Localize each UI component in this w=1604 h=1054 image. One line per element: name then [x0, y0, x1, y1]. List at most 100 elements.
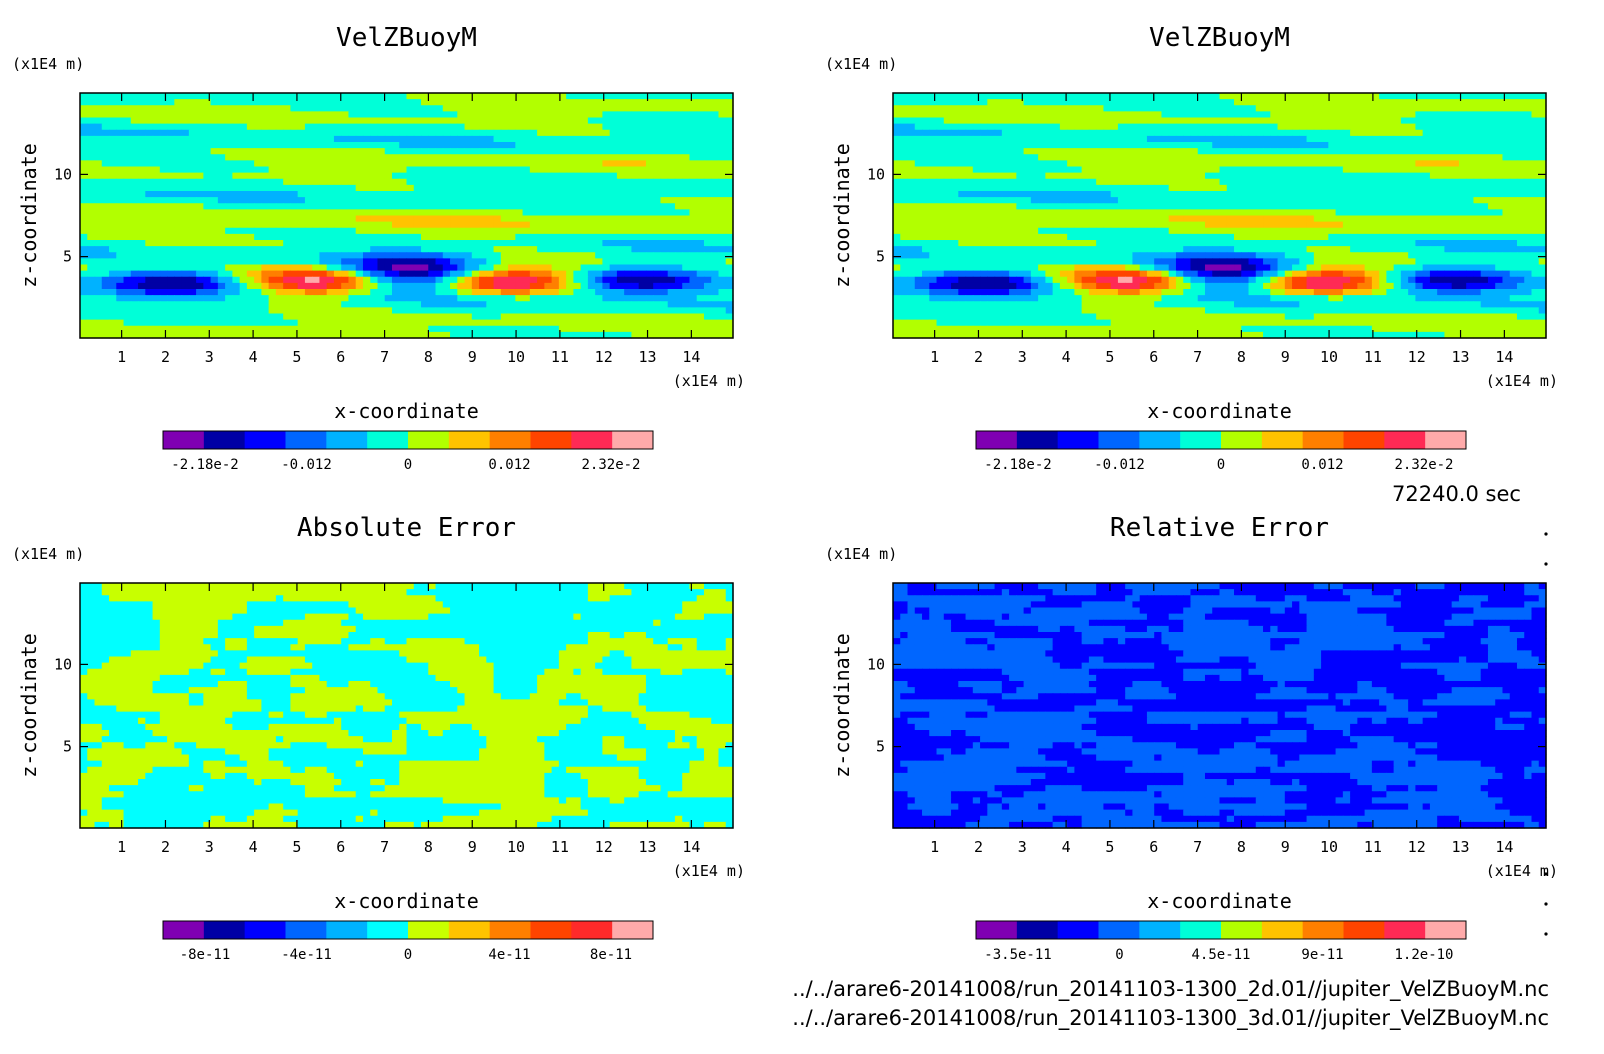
- heatmap-cell: [703, 117, 712, 125]
- heatmap-cell: [1016, 148, 1025, 155]
- heatmap-cell: [1466, 129, 1475, 137]
- heatmap-cell: [225, 184, 233, 192]
- heatmap-cell: [711, 123, 720, 131]
- heatmap-cell: [435, 276, 444, 284]
- heatmap-cell: [1292, 129, 1300, 137]
- heatmap-cell: [1074, 123, 1083, 131]
- heatmap-cell: [1408, 129, 1416, 137]
- heatmap-cell: [624, 105, 633, 112]
- heatmap-cell: [1110, 129, 1119, 137]
- heatmap-cell: [275, 172, 284, 180]
- heatmap-cell: [1263, 123, 1271, 131]
- heatmap-cell: [1335, 123, 1344, 131]
- heatmap-cell: [123, 319, 132, 327]
- heatmap-cell: [304, 233, 313, 241]
- heatmap-cell: [290, 166, 299, 174]
- heatmap-cell: [130, 117, 139, 125]
- heatmap-cell: [406, 227, 415, 235]
- heatmap-cell: [138, 258, 146, 266]
- heatmap-cell: [965, 178, 974, 186]
- heatmap-cell: [1088, 111, 1097, 119]
- heatmap-cell: [384, 129, 393, 137]
- heatmap-cell: [595, 264, 603, 272]
- heatmap-cell: [87, 209, 96, 217]
- heatmap-cell: [421, 313, 429, 321]
- heatmap-cell: [486, 111, 495, 119]
- heatmap-cell: [435, 289, 444, 296]
- heatmap-cell: [703, 172, 712, 180]
- heatmap-cell: [667, 227, 676, 235]
- heatmap-cell: [196, 166, 204, 174]
- heatmap-cell: [399, 203, 408, 210]
- heatmap-cell: [101, 172, 110, 180]
- heatmap-cell: [130, 111, 139, 119]
- heatmap-cell: [703, 227, 712, 235]
- heatmap-cell: [674, 270, 683, 278]
- heatmap-cell: [682, 178, 691, 186]
- heatmap-cell: [333, 148, 342, 155]
- heatmap-cell: [1197, 178, 1206, 186]
- heatmap-cell: [1321, 111, 1329, 119]
- heatmap-cell: [319, 246, 328, 253]
- heatmap-cell: [471, 258, 480, 266]
- heatmap-cell: [283, 178, 292, 186]
- heatmap-cell: [123, 129, 132, 137]
- heatmap-cell: [972, 135, 981, 143]
- heatmap-cell: [725, 123, 734, 131]
- heatmap-cell: [508, 99, 516, 106]
- heatmap-cell: [1393, 117, 1402, 125]
- heatmap-cell: [1088, 93, 1097, 100]
- heatmap-cell: [682, 99, 691, 106]
- heatmap-cell: [951, 111, 959, 119]
- heatmap-cell: [1444, 93, 1453, 100]
- heatmap-cell: [225, 270, 233, 278]
- heatmap-cell: [551, 282, 560, 290]
- heatmap-cell: [616, 117, 625, 125]
- heatmap-cell: [587, 325, 596, 333]
- heatmap-cell: [638, 227, 647, 235]
- heatmap-cell: [508, 221, 516, 229]
- heatmap-cell: [384, 123, 393, 131]
- heatmap-cell: [1234, 123, 1242, 131]
- heatmap-cell: [493, 289, 502, 296]
- heatmap-cell: [435, 197, 444, 204]
- heatmap-cell: [638, 221, 647, 229]
- heatmap-cell: [718, 301, 727, 308]
- heatmap-cell: [1270, 123, 1279, 131]
- heatmap-cell: [167, 197, 175, 204]
- colorbar-tick-label: 2.32e-2: [581, 457, 640, 473]
- heatmap-cell: [1321, 93, 1329, 100]
- heatmap-cell: [486, 123, 495, 131]
- heatmap-cell: [1096, 148, 1105, 155]
- heatmap-cell: [587, 160, 596, 168]
- heatmap-cell: [159, 184, 168, 192]
- heatmap-cell: [616, 331, 625, 339]
- heatmap-cell: [486, 221, 495, 229]
- heatmap-cell: [1292, 135, 1300, 143]
- heatmap-cell: [304, 221, 313, 229]
- heatmap-cell: [1516, 160, 1525, 168]
- heatmap-cell: [660, 203, 669, 210]
- heatmap-cell: [181, 93, 190, 100]
- heatmap-cell: [703, 233, 712, 241]
- heatmap-cell: [1408, 99, 1416, 106]
- heatmap-cell: [109, 197, 117, 204]
- heatmap-cell: [123, 172, 132, 180]
- heatmap-cell: [522, 233, 531, 241]
- heatmap-cell: [645, 172, 654, 180]
- heatmap-cell: [370, 246, 379, 253]
- heatmap-cell: [239, 289, 248, 296]
- heatmap-cell: [428, 319, 437, 327]
- heatmap-cell: [275, 93, 284, 100]
- heatmap-cell: [660, 215, 669, 223]
- heatmap-cell: [914, 135, 923, 143]
- heatmap-cell: [413, 282, 422, 290]
- heatmap-cell: [660, 270, 669, 278]
- heatmap-cell: [123, 331, 132, 339]
- heatmap-cell: [696, 148, 705, 155]
- heatmap-cell: [1531, 166, 1540, 174]
- heatmap-cell: [1161, 123, 1170, 131]
- heatmap-cell: [450, 191, 458, 198]
- heatmap-cell: [254, 313, 262, 321]
- heatmap-cell: [188, 191, 197, 198]
